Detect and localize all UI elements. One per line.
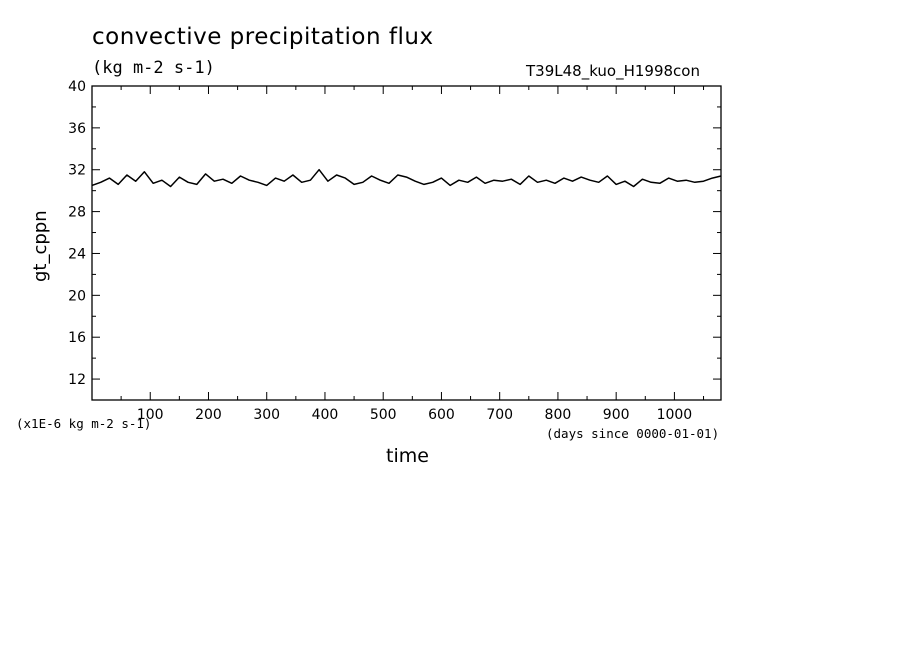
chart-title: convective precipitation flux bbox=[92, 24, 434, 50]
chart-units: (kg m-2 s-1) bbox=[92, 58, 215, 78]
x-tick-label: 500 bbox=[370, 407, 397, 423]
x-tick-label: 700 bbox=[486, 407, 513, 423]
x-tick-label: 400 bbox=[312, 407, 339, 423]
x-tick-label: 1000 bbox=[657, 407, 693, 423]
y-tick-label: 12 bbox=[68, 372, 86, 388]
plot-frame bbox=[91, 85, 722, 401]
y-tick-label: 36 bbox=[68, 121, 86, 137]
y-tick-label: 28 bbox=[68, 205, 86, 221]
series-line-gt-cppn bbox=[91, 168, 722, 188]
x-tick-label: 900 bbox=[603, 407, 630, 423]
y-tick-label: 16 bbox=[68, 330, 86, 346]
run-label: T39L48_kuo_H1998con bbox=[526, 62, 700, 80]
y-tick-label: 32 bbox=[68, 163, 86, 179]
x-tick-label: 100 bbox=[137, 407, 164, 423]
x-tick-label: 300 bbox=[253, 407, 280, 423]
y-tick-label: 20 bbox=[68, 288, 86, 304]
x-tick-label: 200 bbox=[195, 407, 222, 423]
x-axis-label: time bbox=[386, 445, 429, 467]
axis-tick-labels: 100 200 300 400 500 600 700 800 900 1000 12 16 20 24 2… bbox=[68, 79, 692, 423]
x-units-note: (days since 0000-01-01) bbox=[546, 426, 720, 441]
y-scale-note: (x1E-6 kg m-2 s-1) bbox=[16, 416, 152, 431]
y-tick-label: 40 bbox=[68, 79, 86, 95]
x-tick-label: 800 bbox=[545, 407, 572, 423]
y-tick-label: 24 bbox=[68, 246, 86, 262]
axis-ticks bbox=[92, 86, 721, 400]
x-tick-label: 600 bbox=[428, 407, 455, 423]
y-axis-label: gt_cppn bbox=[30, 210, 51, 282]
